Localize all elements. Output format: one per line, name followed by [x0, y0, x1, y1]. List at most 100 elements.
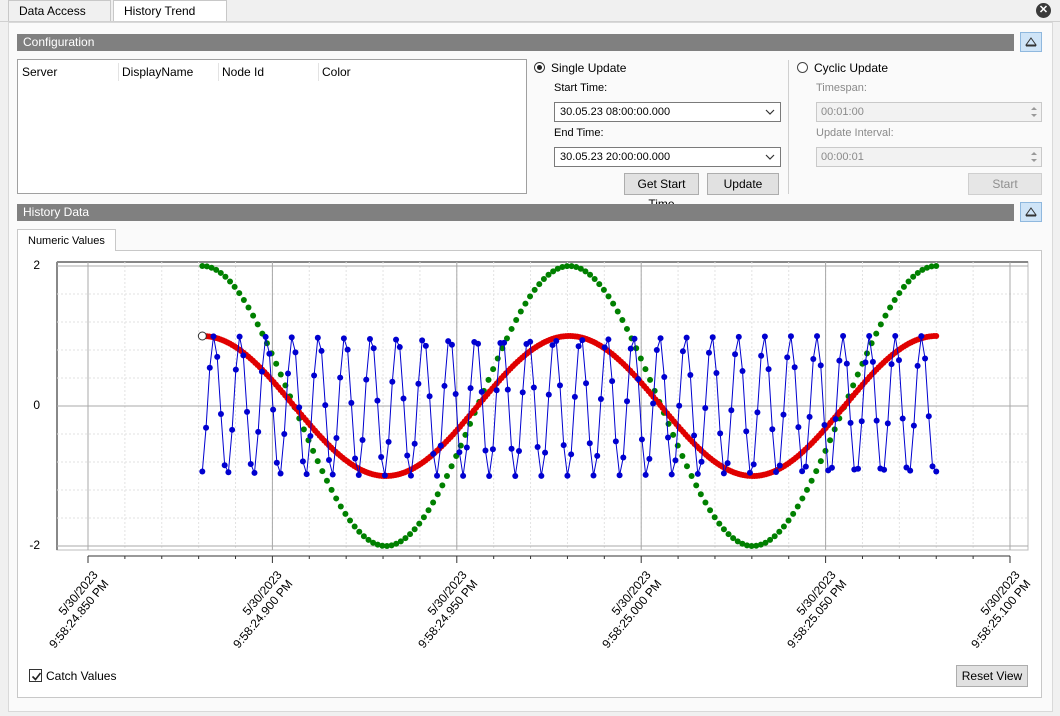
data-point	[366, 335, 373, 342]
end-time-combo[interactable]: 30.05.23 20:00:00.000	[554, 147, 781, 167]
start-time-combo[interactable]: 30.05.23 08:00:00.000	[554, 102, 781, 122]
series-line	[201, 335, 937, 477]
data-point	[508, 325, 515, 332]
column-separator	[218, 63, 219, 81]
timespan-spinner[interactable]: 00:01:00	[816, 102, 1042, 122]
data-point	[657, 335, 664, 342]
data-point	[254, 321, 261, 328]
data-point	[933, 263, 940, 269]
reset-view-button[interactable]: Reset View	[956, 665, 1028, 687]
data-point	[591, 276, 598, 283]
configuration-collapse-button[interactable]	[1020, 32, 1042, 52]
data-point	[877, 321, 884, 328]
data-point	[624, 398, 631, 405]
data-point	[407, 472, 414, 479]
start-time-value: 30.05.23 08:00:00.000	[560, 106, 671, 118]
data-point	[467, 385, 474, 392]
data-point	[199, 468, 206, 475]
data-point	[653, 346, 660, 353]
data-point	[750, 461, 757, 468]
column-header-color[interactable]: Color	[322, 65, 351, 79]
data-point	[400, 395, 407, 402]
data-point	[363, 376, 370, 383]
data-point	[802, 463, 809, 470]
single-update-radio[interactable]	[534, 62, 545, 73]
data-point	[679, 348, 686, 355]
data-point	[780, 411, 787, 418]
data-point	[550, 268, 557, 275]
data-point	[411, 526, 418, 533]
data-point	[713, 370, 720, 377]
start-button[interactable]: Start	[968, 173, 1042, 195]
data-point	[891, 296, 898, 303]
data-point	[840, 333, 847, 340]
data-point	[374, 397, 381, 404]
column-header-server[interactable]: Server	[22, 65, 58, 79]
data-point	[735, 333, 742, 340]
close-icon[interactable]: ✕	[1036, 3, 1051, 18]
data-point	[206, 364, 213, 371]
data-point	[374, 541, 381, 548]
data-point	[379, 542, 386, 549]
data-point	[697, 491, 704, 498]
data-point	[683, 334, 690, 341]
data-point	[527, 338, 534, 345]
data-point	[610, 300, 617, 307]
update-button[interactable]: Update	[707, 173, 779, 195]
data-point	[493, 387, 500, 394]
data-point	[836, 357, 843, 364]
data-point	[262, 333, 269, 340]
start-time-label: Start Time:	[554, 82, 608, 94]
data-point	[486, 472, 493, 479]
cyclic-update-radio[interactable]	[797, 62, 808, 73]
data-point	[620, 454, 627, 461]
data-point	[882, 312, 889, 319]
data-point	[250, 312, 257, 319]
data-point	[573, 263, 580, 270]
column-header-node-id[interactable]: Node Id	[222, 65, 265, 79]
data-point	[404, 452, 411, 459]
data-point	[822, 447, 829, 454]
cyclic-update-label: Cyclic Update	[814, 61, 889, 75]
data-point	[236, 333, 243, 340]
tab-numeric-values[interactable]: Numeric Values	[17, 229, 116, 251]
collapse-icon	[1025, 37, 1037, 47]
data-point	[601, 344, 608, 351]
data-point	[728, 407, 735, 414]
data-point	[914, 362, 921, 369]
series-3	[199, 333, 940, 479]
data-point	[924, 264, 931, 271]
data-point	[564, 472, 571, 479]
data-point	[536, 281, 543, 288]
data-point	[799, 495, 806, 502]
data-point	[597, 396, 604, 403]
data-point	[810, 355, 817, 362]
column-header-displayname[interactable]: DisplayName	[122, 65, 194, 79]
data-point	[910, 422, 917, 429]
data-point	[430, 499, 437, 506]
data-point	[716, 520, 723, 527]
data-point	[443, 473, 450, 479]
get-start-time-button[interactable]: Get Start Time	[624, 173, 699, 211]
data-point	[739, 540, 746, 547]
update-interval-spinner[interactable]: 00:00:01	[816, 147, 1042, 167]
history-collapse-button[interactable]	[1020, 202, 1042, 222]
data-point	[784, 354, 791, 361]
data-point	[873, 330, 880, 337]
data-point	[665, 434, 672, 441]
data-point	[522, 300, 529, 307]
data-point	[702, 499, 709, 506]
catch-values-checkbox[interactable]	[29, 669, 42, 682]
data-point	[208, 264, 215, 271]
data-point	[231, 283, 238, 290]
data-point	[795, 424, 802, 431]
data-point	[277, 470, 284, 477]
node-grid[interactable]: Server DisplayName Node Id Color	[17, 59, 527, 194]
data-point	[244, 408, 251, 415]
data-point	[221, 462, 228, 469]
data-point	[717, 430, 724, 437]
data-point	[300, 426, 307, 433]
checkmark-icon	[31, 672, 42, 681]
data-point	[670, 431, 677, 438]
